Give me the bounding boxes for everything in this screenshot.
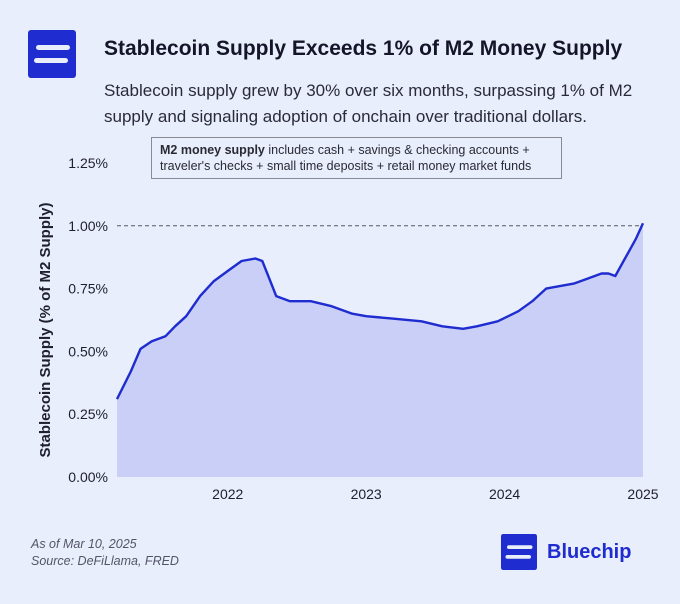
y-tick-label: 1.25% [68, 155, 108, 171]
x-tick-label: 2023 [351, 486, 382, 502]
source-note: Source: DeFiLlama, FRED [31, 554, 179, 568]
x-tick-label: 2024 [489, 486, 520, 502]
supply-area-fill [117, 223, 643, 477]
page-title: Stablecoin Supply Exceeds 1% of M2 Money… [104, 37, 623, 60]
y-tick-label: 1.00% [68, 218, 108, 234]
note-bold-term: M2 money supply [160, 143, 265, 157]
y-tick-label: 0.50% [68, 343, 108, 359]
brand: Bluechip [501, 534, 631, 570]
bluechip-logo-icon [28, 30, 76, 78]
m2-definition-note: M2 money supply includes cash + savings … [151, 137, 562, 179]
y-axis-label: Stablecoin Supply (% of M2 Supply) [37, 202, 54, 457]
page-subtitle: Stablecoin supply grew by 30% over six m… [104, 81, 633, 126]
bluechip-logo-icon [501, 534, 537, 570]
footer: As of Mar 10, 2025 Source: DeFiLlama, FR… [31, 536, 179, 570]
x-tick-label: 2022 [212, 486, 243, 502]
x-tick-label: 2025 [627, 486, 658, 502]
as-of-date: As of Mar 10, 2025 [31, 537, 137, 551]
note-text: includes cash + savings & checking accou… [160, 143, 532, 173]
y-tick-label: 0.25% [68, 406, 108, 422]
brand-name: Bluechip [547, 540, 632, 563]
y-tick-label: 0.00% [68, 469, 108, 485]
supply-line [115, 222, 645, 400]
y-tick-label: 0.75% [68, 281, 108, 297]
